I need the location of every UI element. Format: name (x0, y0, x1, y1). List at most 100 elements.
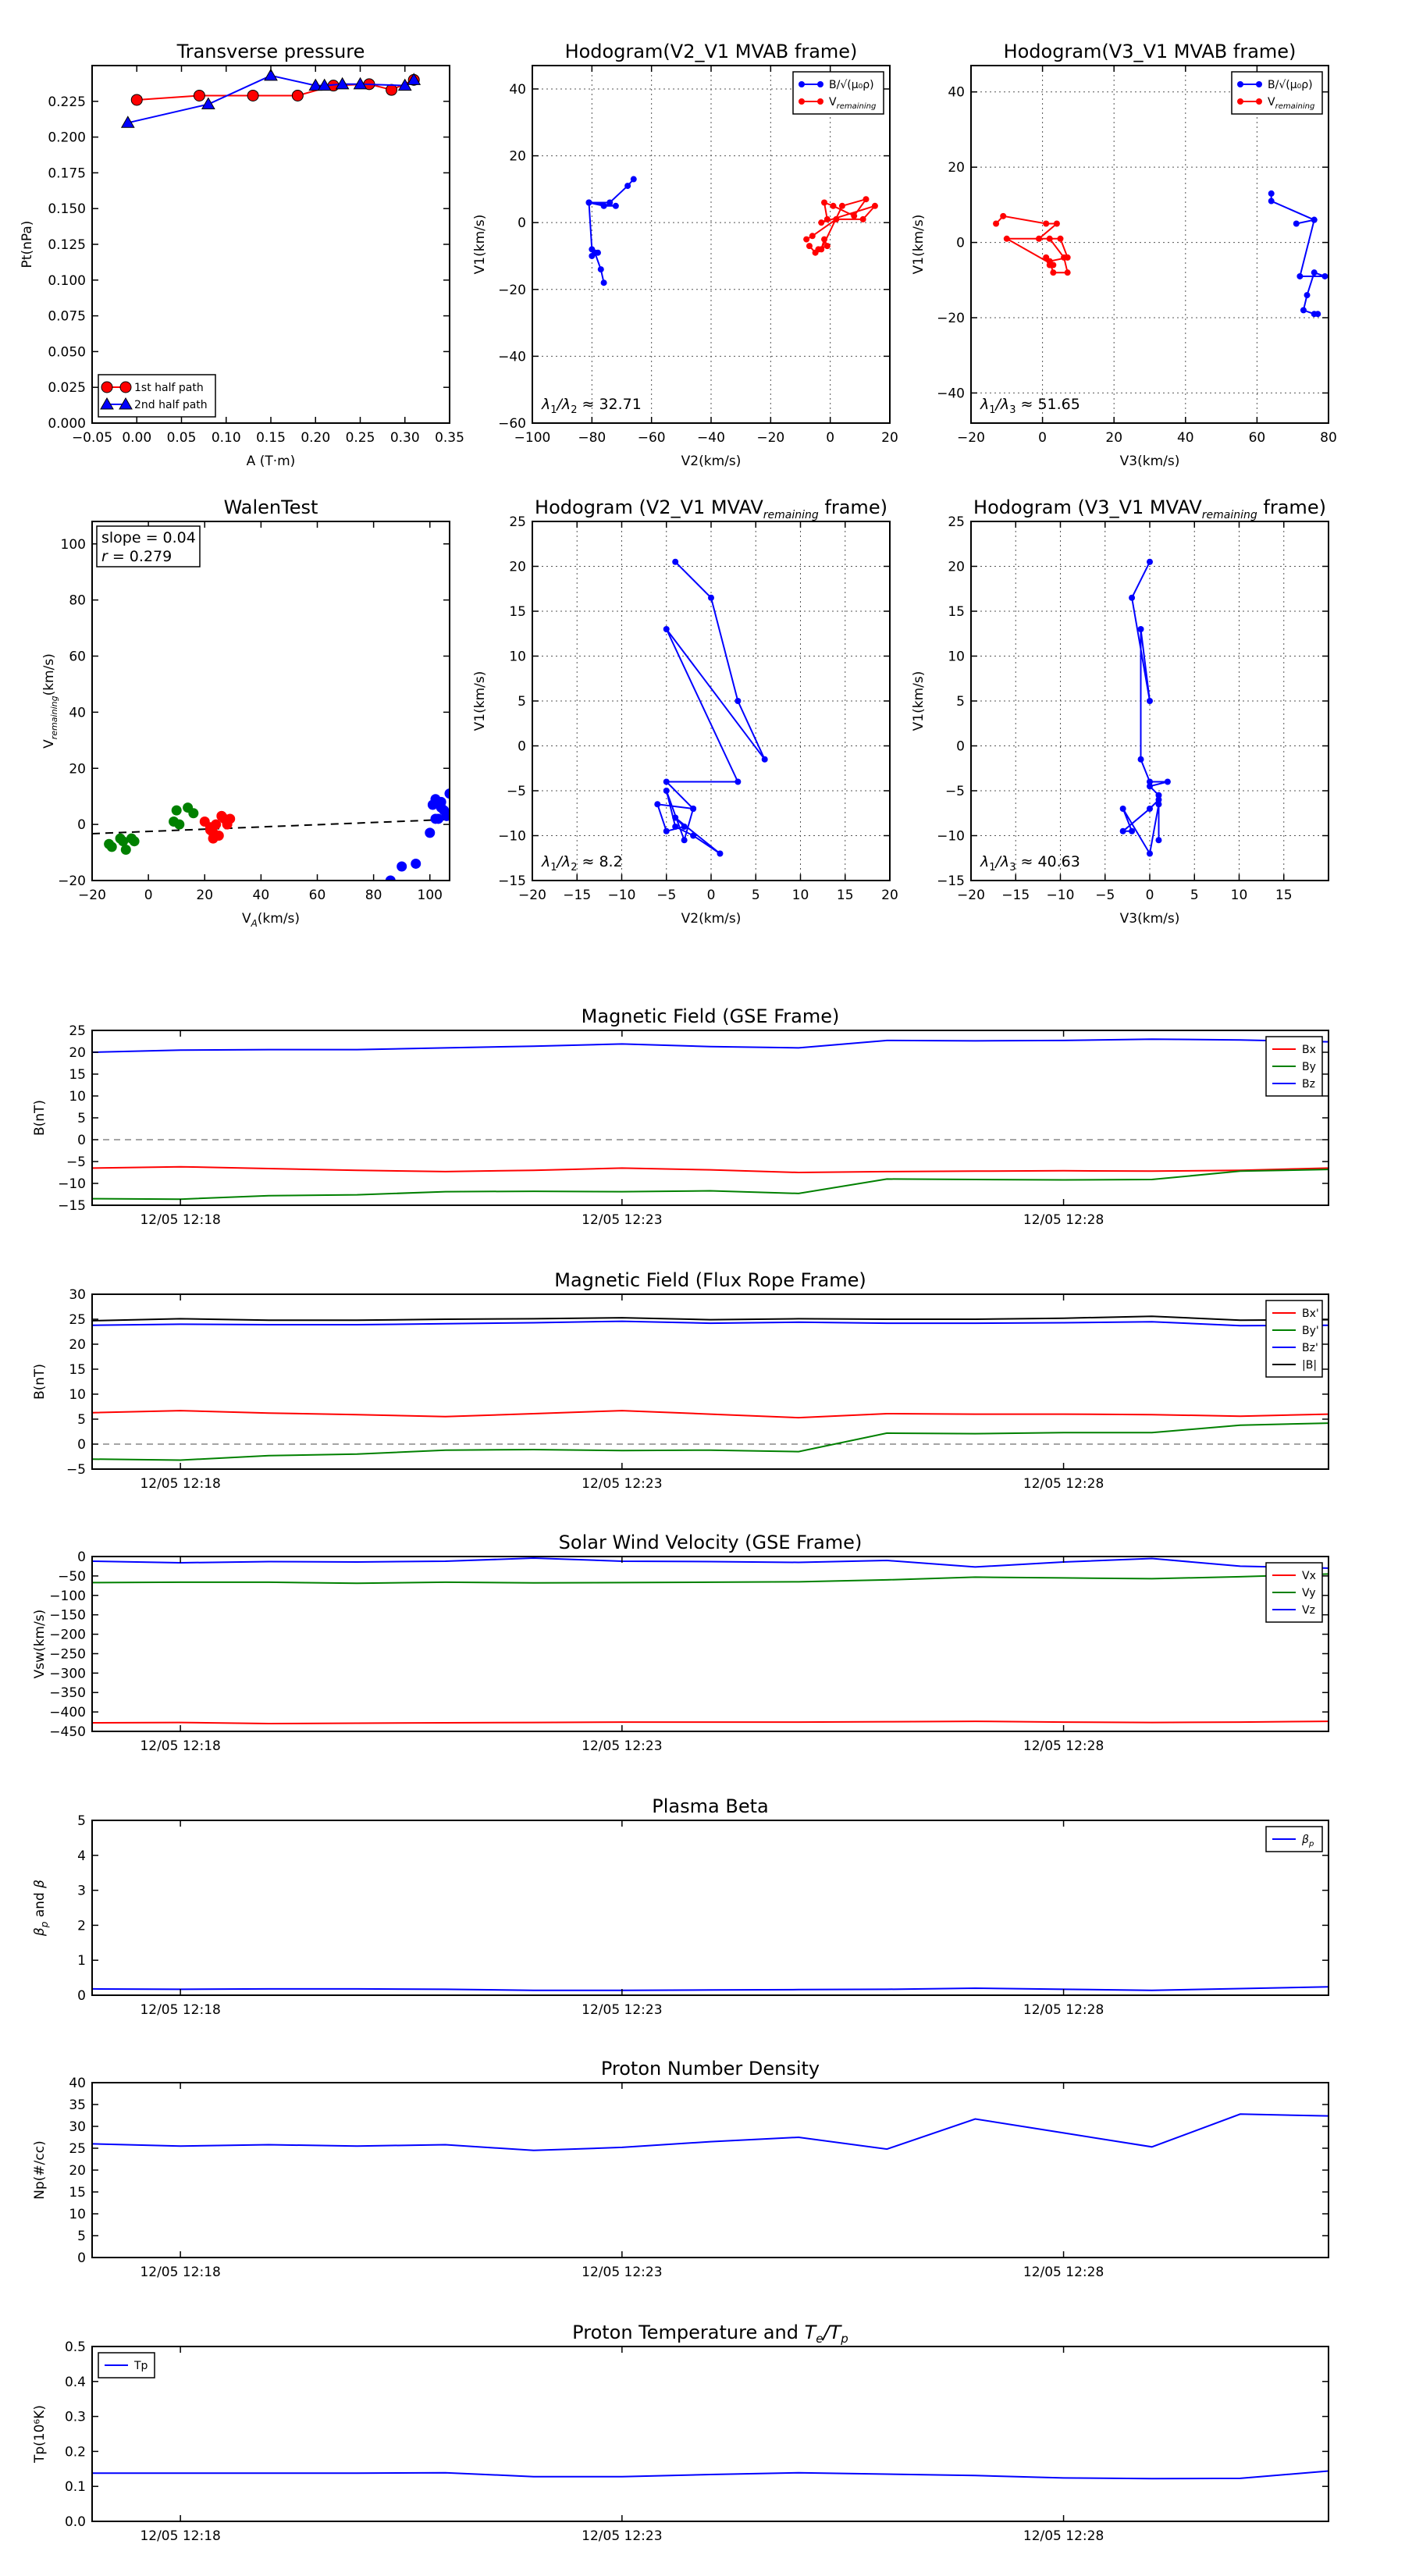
chart-title: Proton Temperature and Te/Tp (572, 2322, 848, 2346)
x-tick-label: 0.35 (435, 430, 464, 446)
y-tick-label: 10 (69, 2207, 86, 2222)
x-tick-label: 0.15 (256, 430, 286, 446)
y-axis-label: B(nT) (32, 1364, 48, 1400)
x-axis-label: V3(km/s) (1120, 911, 1180, 927)
y-tick-label: 0.200 (48, 130, 86, 146)
legend-box (792, 71, 884, 115)
data-point (708, 594, 714, 601)
data-point (600, 202, 607, 209)
y-axis-label: V1(km/s) (911, 671, 927, 731)
legend-marker (817, 98, 823, 105)
y-tick-label: −200 (49, 1628, 86, 1643)
x-tick-label: 0 (144, 888, 153, 903)
data-point (120, 116, 135, 128)
legend-label: βp (1301, 1834, 1314, 1848)
y-tick-label: 10 (69, 1089, 86, 1105)
legend-label: Vremaining (829, 96, 876, 111)
data-point (385, 875, 396, 881)
x-tick-label: 0.10 (212, 430, 241, 446)
data-point (1300, 307, 1307, 314)
series-bz-line (92, 1038, 1329, 1053)
chart-beta: Plasma Beta 12/05 12:18 12/05 12:23 12/05 1… (32, 1795, 1329, 2018)
y-tick-label: 20 (69, 1045, 86, 1061)
y-tick-label: 40 (69, 2076, 86, 2091)
data-point (441, 810, 450, 821)
legend-label: |B| (1302, 1359, 1317, 1372)
x-tick-label: −20 (957, 888, 985, 903)
y-axis-label: Np(#/cc) (32, 2140, 48, 2199)
y-tick-label: 0.4 (65, 2375, 86, 2390)
chart-title: Magnetic Field (Flux Rope Frame) (554, 1269, 866, 1291)
data-point (818, 246, 825, 253)
series-group (1119, 558, 1171, 857)
axes-frame (91, 521, 450, 881)
x-tick-label: 20 (881, 888, 898, 903)
x-tick-label: −40 (697, 430, 725, 446)
data-point (1297, 272, 1304, 279)
data-point (1147, 850, 1153, 857)
y-tick-label: 25 (69, 1312, 86, 1328)
x-tick-label: 12/05 12:18 (140, 1212, 220, 1228)
y-tick-label: −450 (49, 1724, 86, 1740)
x-tick-label: 12/05 12:28 (1023, 1212, 1104, 1228)
data-point (851, 212, 858, 219)
y-axis-label: βp and β (32, 1880, 50, 1937)
data-point (735, 778, 742, 785)
x-tick-label: −0.05 (72, 430, 112, 446)
y-tick-label: 15 (69, 1362, 86, 1378)
y-tick-label: −350 (49, 1685, 86, 1701)
data-point (663, 827, 670, 834)
y-tick-label: 35 (69, 2097, 86, 2113)
data-point (1064, 254, 1071, 261)
data-point (690, 832, 697, 839)
fit-r-label: r = 0.279 (101, 548, 172, 565)
series-by--line (92, 1422, 1329, 1461)
data-point (761, 756, 768, 763)
y-tick-label: −60 (498, 416, 526, 432)
fit-stats-box (96, 525, 201, 568)
data-point (1129, 594, 1136, 601)
series-tp-line (92, 2470, 1329, 2480)
y-tick-label: 0 (77, 1988, 86, 2004)
data-point (130, 94, 143, 106)
data-point (606, 199, 614, 206)
y-tick-label: −150 (49, 1608, 86, 1624)
y-tick-label: 15 (69, 2185, 86, 2201)
legend-marker (119, 381, 132, 393)
legend-marker (119, 397, 133, 410)
y-tick-label: −10 (498, 829, 526, 845)
data-point (171, 805, 182, 816)
data-point (830, 202, 837, 209)
y-tick-label: 100 (61, 537, 86, 553)
y-tick-label: 0.5 (65, 2339, 86, 2355)
y-tick-label: 20 (69, 1337, 86, 1353)
y-tick-label: 20 (509, 149, 526, 165)
data-point (1293, 220, 1300, 227)
x-tick-label: 12/05 12:28 (1023, 2265, 1104, 2280)
data-point (1119, 827, 1126, 834)
series-0-line (1120, 561, 1168, 856)
x-tick-label: −5 (656, 888, 676, 903)
data-point (859, 215, 866, 222)
data-point (201, 97, 215, 109)
legend-label: Bx (1302, 1044, 1316, 1056)
x-tick-label: −10 (1047, 888, 1075, 903)
y-tick-label: −250 (49, 1646, 86, 1662)
x-axis-label: V2(km/s) (681, 454, 742, 469)
y-tick-label: −300 (49, 1666, 86, 1681)
series-by-line (92, 1169, 1329, 1201)
data-point (663, 778, 670, 785)
y-tick-label: 5 (77, 2229, 86, 2244)
legend: βp (1265, 1826, 1323, 1852)
data-point (1147, 698, 1153, 704)
data-point (264, 68, 278, 81)
x-tick-label: 0 (707, 888, 716, 903)
y-tick-label: 0.3 (65, 2410, 86, 2425)
data-point (1314, 311, 1321, 318)
series--b--line (92, 1315, 1329, 1322)
data-point (1147, 806, 1153, 812)
y-tick-label: −10 (937, 829, 965, 845)
legend-label: Vremaining (1268, 96, 1314, 111)
legend-label: By (1302, 1061, 1316, 1073)
data-point (335, 76, 350, 90)
